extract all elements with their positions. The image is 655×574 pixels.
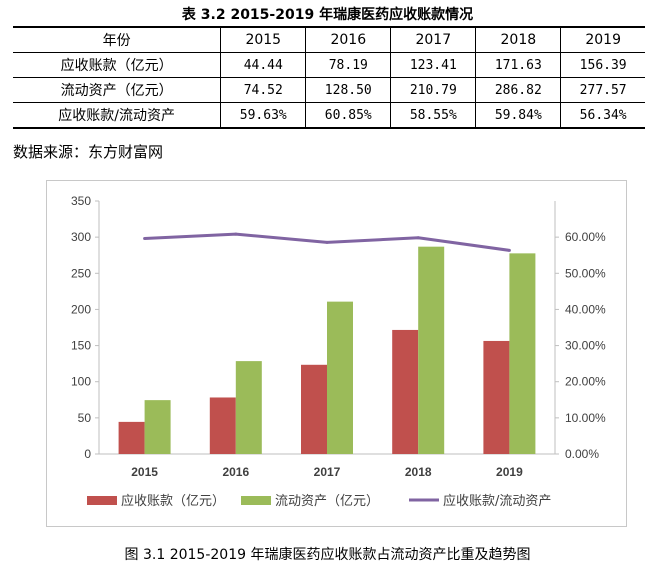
table-title: 表 3.2 2015-2019 年瑞康医药应收账款情况 <box>181 7 474 23</box>
ratio-point <box>507 248 511 252</box>
header-cell: 2017 <box>390 26 476 53</box>
legend-label: 流动资产（亿元） <box>275 494 379 509</box>
table-cell: 44.44 <box>220 52 306 78</box>
table-cell: 156.39 <box>560 52 645 78</box>
left-tick-label: 250 <box>71 266 91 280</box>
table-cell: 286.82 <box>475 77 561 103</box>
table-cell: 56.34% <box>560 102 645 129</box>
right-tick-label: 60.00% <box>565 230 606 244</box>
table-cell: 74.52 <box>220 77 306 103</box>
header-cell: 2015 <box>220 26 306 53</box>
row-label: 应收账款/流动资产 <box>13 102 221 129</box>
table-row: 应收账款（亿元） 44.44 78.19 123.41 171.63 156.3… <box>13 52 645 78</box>
table-cell: 171.63 <box>475 52 561 78</box>
bar-receivables <box>301 364 327 454</box>
table-row: 应收账款/流动资产 59.63% 60.85% 58.55% 59.84% 56… <box>13 102 645 129</box>
left-tick-label: 350 <box>71 194 91 208</box>
ratio-point <box>234 232 238 236</box>
table-cell: 123.41 <box>390 52 476 78</box>
bar-current-assets <box>235 361 262 454</box>
right-tick-label: 0.00% <box>565 447 599 461</box>
ratio-point <box>416 236 420 240</box>
bar-receivables <box>483 340 510 454</box>
bar-receivables <box>118 421 145 454</box>
right-tick-label: 40.00% <box>565 302 606 316</box>
header-cell: 2019 <box>560 26 645 53</box>
bar-receivables <box>209 397 236 454</box>
table-cell: 277.57 <box>560 77 645 103</box>
x-tick-label: 2019 <box>496 465 523 479</box>
right-tick-label: 20.00% <box>565 375 606 389</box>
table-cell: 128.50 <box>305 77 391 103</box>
x-tick-label: 2017 <box>314 465 341 479</box>
legend-swatch <box>241 496 271 505</box>
right-tick-label: 50.00% <box>565 266 606 280</box>
left-tick-label: 300 <box>71 230 91 244</box>
right-tick-label: 30.00% <box>565 339 606 353</box>
combo-chart: 0 50 100 150 200 250 300 350 0.00% 10.00% 20.00% 30… <box>71 194 606 509</box>
header-cell: 年份 <box>13 26 221 53</box>
data-source: 数据来源：东方财富网 <box>13 143 164 161</box>
table-cell: 210.79 <box>390 77 476 103</box>
ratio-point <box>325 240 329 244</box>
table-row: 流动资产（亿元） 74.52 128.50 210.79 286.82 277.… <box>13 77 645 103</box>
table-cell: 59.63% <box>220 102 306 129</box>
table-header-row: 年份 2015 2016 2017 2018 2019 <box>13 26 645 53</box>
bar-current-assets <box>418 246 445 454</box>
header-cell: 2016 <box>305 26 391 53</box>
bar-receivables <box>392 329 419 454</box>
table-cell: 59.84% <box>475 102 561 129</box>
chart-frame: 0 50 100 150 200 250 300 350 0.00% 10.00% 20.00% 30… <box>46 180 627 527</box>
bar-current-assets <box>327 301 353 454</box>
table-cell: 78.19 <box>305 52 391 78</box>
left-tick-label: 200 <box>71 302 91 316</box>
row-label: 流动资产（亿元） <box>13 77 221 103</box>
x-tick-label: 2016 <box>222 465 249 479</box>
figure-caption: 图 3.1 2015-2019 年瑞康医药应收账款占流动资产比重及趋势图 <box>124 547 531 563</box>
row-label: 应收账款（亿元） <box>13 52 221 78</box>
legend-label: 应收账款/流动资产 <box>443 493 551 509</box>
left-tick-label: 0 <box>84 447 91 461</box>
left-tick-label: 100 <box>71 375 91 389</box>
right-tick-label: 10.00% <box>565 411 606 425</box>
ratio-point <box>143 236 147 240</box>
left-tick-label: 150 <box>71 339 91 353</box>
header-cell: 2018 <box>475 26 561 53</box>
legend-swatch <box>87 496 117 505</box>
x-tick-label: 2018 <box>405 465 432 479</box>
bar-current-assets <box>509 253 536 454</box>
table-cell: 58.55% <box>390 102 476 129</box>
receivables-table: 年份 2015 2016 2017 2018 2019 应收账款（亿元） 44.… <box>13 26 645 129</box>
bar-current-assets <box>144 400 171 454</box>
x-tick-label: 2015 <box>131 465 158 479</box>
legend-label: 应收账款（亿元） <box>121 493 225 509</box>
table-cell: 60.85% <box>305 102 391 129</box>
left-tick-label: 50 <box>78 411 92 425</box>
